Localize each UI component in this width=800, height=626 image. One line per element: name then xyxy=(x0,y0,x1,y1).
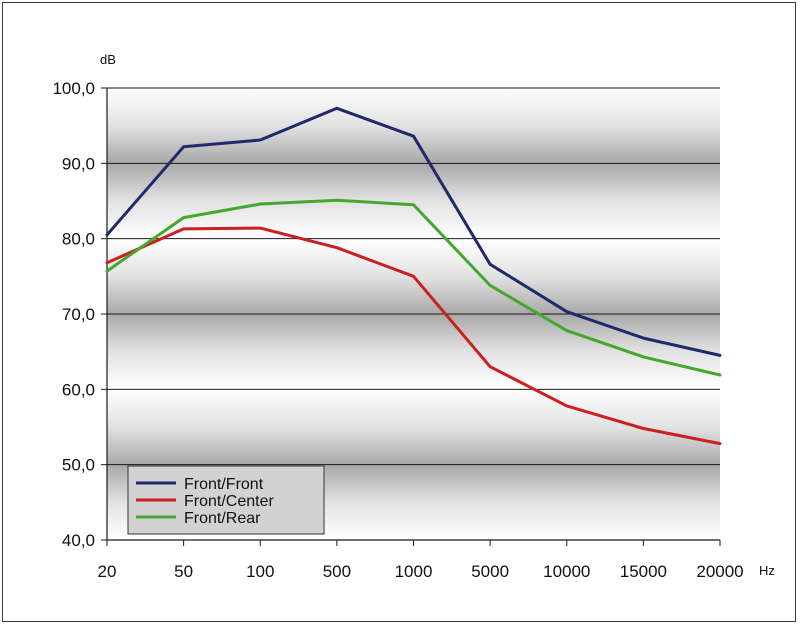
y-axis-ticks: 40,0 50,0 60,0 70,0 80,0 90,0 100,0 xyxy=(52,79,95,550)
plot-band xyxy=(107,88,720,164)
x-tick-label: 50 xyxy=(174,562,193,581)
y-tick-label: 40,0 xyxy=(62,531,95,550)
y-tick-label: 80,0 xyxy=(62,230,95,249)
legend-label: Front/Front xyxy=(184,476,264,493)
x-tick-label: 500 xyxy=(323,562,351,581)
y-tick-label: 60,0 xyxy=(62,380,95,399)
x-tick-label: 15000 xyxy=(620,562,667,581)
y-axis-label: dB xyxy=(100,52,116,67)
y-tick-label: 70,0 xyxy=(62,305,95,324)
y-tick-label: 100,0 xyxy=(52,79,95,98)
series-line-front-front xyxy=(105,106,722,357)
plot-band xyxy=(107,389,720,465)
x-tick-label: 5000 xyxy=(471,562,509,581)
y-tick-label: 50,0 xyxy=(62,456,95,475)
y-tick-label: 90,0 xyxy=(62,154,95,173)
series-line-front-center xyxy=(105,226,722,446)
x-axis-label: Hz xyxy=(759,563,775,578)
x-tick-label: 100 xyxy=(246,562,274,581)
x-tick-label: 1000 xyxy=(395,562,433,581)
plot-band xyxy=(107,314,720,390)
x-axis-ticks: 20 50 100 500 1000 5000 10000 15000 20000 xyxy=(98,562,744,581)
series-line-front-rear xyxy=(105,198,722,377)
x-tick-label: 10000 xyxy=(543,562,590,581)
gridlines xyxy=(101,87,720,541)
legend-label: Front/Rear xyxy=(184,510,261,527)
plot-band xyxy=(107,163,720,239)
legend-label: Front/Center xyxy=(184,493,274,510)
axes xyxy=(106,88,721,546)
x-tick-label: 20 xyxy=(98,562,117,581)
series-lines xyxy=(105,106,722,446)
x-tick-label: 20000 xyxy=(696,562,743,581)
